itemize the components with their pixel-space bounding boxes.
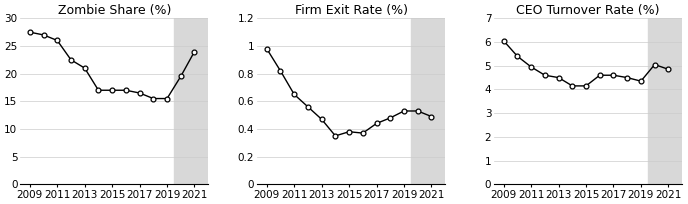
Bar xyxy=(174,18,208,184)
Title: CEO Turnover Rate (%): CEO Turnover Rate (%) xyxy=(516,4,660,17)
Title: Zombie Share (%): Zombie Share (%) xyxy=(58,4,171,17)
Title: Firm Exit Rate (%): Firm Exit Rate (%) xyxy=(294,4,408,17)
Bar xyxy=(648,18,682,184)
Bar xyxy=(411,18,445,184)
